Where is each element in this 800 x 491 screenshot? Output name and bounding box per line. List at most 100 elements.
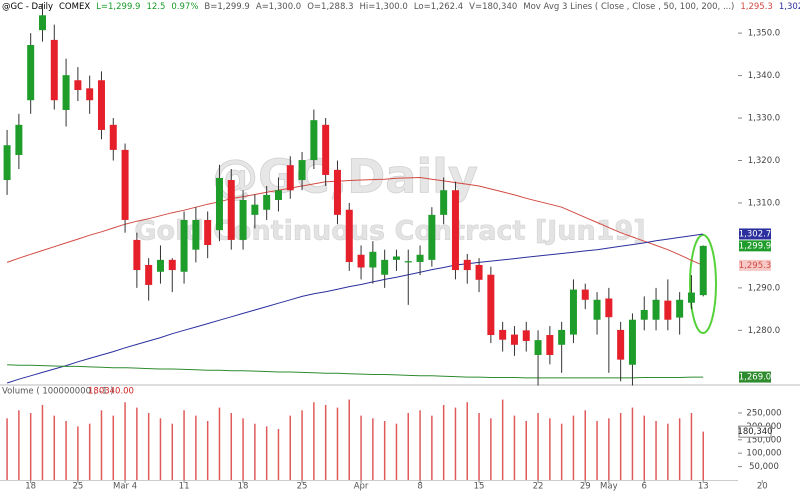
x-tick-label: Mar 4 (113, 482, 137, 491)
candle-body (558, 329, 566, 345)
y-tick-label: 1,340.0 (748, 71, 780, 81)
ma-last-label: 1,295.3 (739, 261, 771, 271)
candle-body (546, 335, 554, 355)
x-tick-label: May (600, 482, 618, 491)
candle-body (569, 289, 577, 335)
candle-body (251, 204, 259, 215)
candle-body (357, 254, 365, 268)
candle-body (404, 261, 412, 263)
candle-body (97, 80, 105, 130)
candle-body (310, 120, 318, 161)
header-item: 0.97% (171, 2, 198, 12)
x-tick-label: 8 (417, 482, 422, 491)
candle-body (168, 259, 176, 271)
candle-body (227, 180, 235, 240)
candle-body (534, 340, 542, 355)
highlight-ellipse (689, 234, 717, 334)
x-tick-label: 18 (238, 482, 249, 491)
candle-body (145, 264, 153, 285)
candle-body (15, 124, 23, 155)
y-tick-label: 1,320.0 (748, 156, 780, 166)
close-last-label-box (739, 240, 771, 252)
x-tick-label: 25 (72, 482, 83, 491)
x-tick-label: 29 (580, 482, 591, 491)
ma-last-label-box (739, 228, 771, 240)
candle-body (605, 298, 613, 318)
volume-y-tick-label: 50,000 (749, 462, 779, 472)
candle-body (263, 194, 271, 210)
header-item: Lo=1,262.4 (414, 2, 463, 12)
candle-body (62, 75, 70, 110)
y-tick-label: 1,280.0 (748, 326, 780, 336)
volume-y-tick-label: 150,000 (746, 435, 781, 445)
candle-body (628, 319, 636, 365)
candle-body (215, 177, 223, 231)
candle-body (416, 254, 424, 262)
x-tick-label: 6 (642, 482, 647, 491)
candle-body (652, 299, 660, 320)
y-tick-label: 1,330.0 (748, 114, 780, 124)
ma-last-label: 1,302.7 (739, 229, 771, 239)
volume-title-value: 180340.00 (88, 387, 134, 397)
moving-average-line (7, 364, 704, 379)
x-tick-label: 18 (25, 482, 36, 491)
header: @GC - Daily COMEX L=1,299.9 12.5 0.97% B=1,29… (2, 2, 800, 12)
candle-body (274, 190, 282, 200)
candle-body (50, 39, 58, 101)
volume-y-tick-label: 250,000 (746, 408, 781, 418)
candle-body (522, 330, 530, 341)
candle-body (38, 15, 46, 31)
candle-body (664, 300, 672, 320)
candle-body (180, 219, 188, 272)
candle-body (463, 259, 471, 271)
candle-body (74, 80, 82, 91)
candle-body (298, 160, 306, 181)
ma-last-label: 1,269.0 (739, 373, 771, 383)
moving-average-line (6, 233, 704, 384)
x-tick-label: Apr (354, 482, 369, 491)
x-tick-label: 13 (698, 482, 709, 491)
header-item: Mov Avg 3 Lines ( Close , Close , 50, 10… (523, 2, 734, 12)
candle-body (121, 149, 129, 220)
candle-body (451, 190, 459, 271)
candle-body (487, 274, 495, 336)
y-tick-label: 1,290.0 (748, 283, 780, 293)
volume-y-tick-label: 100,000 (746, 449, 781, 459)
candle-body (640, 309, 648, 320)
candle-body (3, 145, 11, 181)
candle-body (617, 329, 625, 360)
candle-body (392, 256, 400, 260)
y-tick-label: 1,350.0 (748, 29, 780, 39)
header-item: B=1,299.9 (204, 2, 249, 12)
candle-body (322, 124, 330, 175)
candle-body (204, 219, 212, 246)
candle-body (593, 299, 601, 320)
volume-last-label-box (738, 425, 772, 438)
candle-body (687, 292, 695, 303)
candle-body (428, 214, 436, 260)
candle-body (676, 299, 684, 318)
header-item: 1,302.7 (779, 2, 800, 12)
header-item: COMEX (59, 2, 90, 12)
volume-last-label: 180,340 (737, 427, 772, 437)
candle-body (86, 88, 94, 101)
candle-body (286, 165, 294, 191)
x-tick-label: 11 (179, 482, 190, 491)
header-item: O=1,288.3 (307, 2, 353, 12)
y-tick-label: 1,310.0 (748, 198, 780, 208)
close-last-label: 1,299.9 (739, 241, 771, 251)
x-tick-label: 25 (297, 482, 308, 491)
candle-body (133, 239, 141, 271)
candle-body (581, 289, 589, 300)
candle-body (109, 124, 117, 150)
header-item: 1,295.3 (740, 2, 772, 12)
x-tick-label: 22 (533, 482, 544, 491)
ma-last-label-box (739, 259, 771, 271)
candle-body (381, 259, 389, 275)
candle-body (27, 45, 35, 101)
header-item: L=1,299.9 (96, 2, 140, 12)
header-item: @GC - Daily (2, 2, 53, 12)
